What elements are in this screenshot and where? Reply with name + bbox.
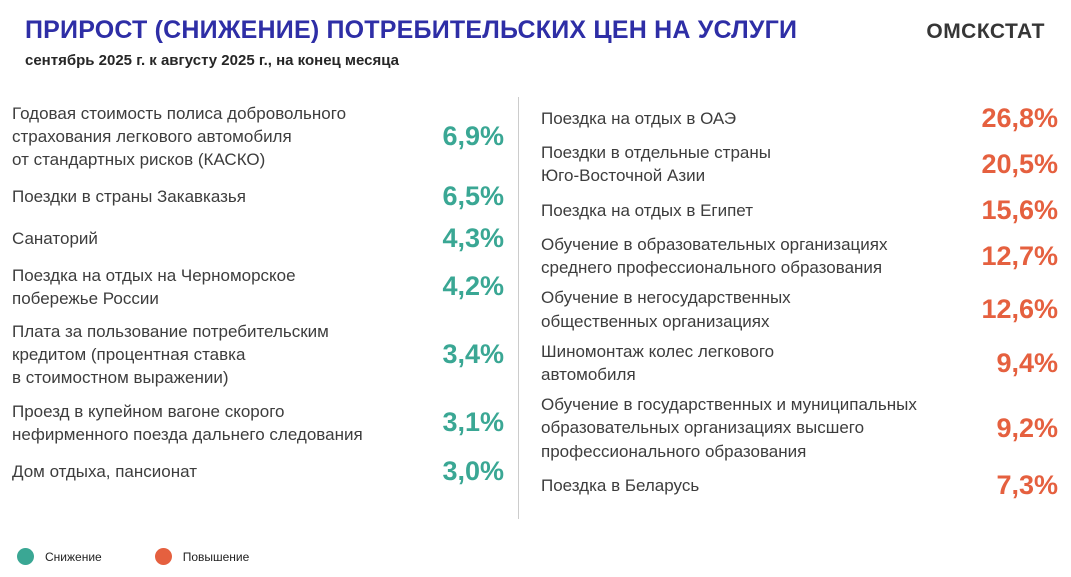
legend-label-decrease: Снижение [45,549,102,564]
service-value: 4,3% [442,222,504,253]
service-label: Обучение в государственных и муниципальн… [541,395,917,461]
service-label: Поездки в отдельные страны Юго-Восточной… [541,143,771,186]
service-label: Поездка на отдых на Черноморское побереж… [12,265,296,308]
service-row: Обучение в негосударственных общественны… [541,286,1058,332]
service-row: Обучение в государственных и муниципальн… [541,393,1058,462]
service-label: Проезд в купейном вагоне скорого нефирме… [12,401,363,444]
service-value: 12,6% [981,294,1058,325]
service-value: 7,3% [996,469,1058,500]
service-value: 4,2% [442,271,504,302]
increase-column: Поездка на отдых в ОАЭ 26,8% Поездки в о… [519,97,1071,519]
legend-item-decrease: Снижение [17,548,102,565]
service-row: Обучение в образовательных организациях … [541,233,1058,279]
service-label: Поездка на отдых в ОАЭ [541,108,737,128]
service-value: 12,7% [981,240,1058,271]
service-value: 3,0% [442,455,504,486]
service-label: Плата за пользование потребительским кре… [12,322,329,388]
service-value: 15,6% [981,194,1058,225]
decrease-dot-icon [17,548,34,565]
service-row: Плата за пользование потребительским кре… [12,320,504,389]
service-label: Дом отдыха, пансионат [12,461,197,481]
service-value: 26,8% [981,103,1058,133]
service-value: 3,4% [442,339,504,370]
service-value: 6,5% [442,181,504,212]
service-value: 3,1% [442,407,504,438]
service-row: Дом отдыха, пансионат 3,0% [12,456,504,487]
service-value: 6,9% [442,121,504,152]
service-row: Поездка на отдых в Египет 15,6% [541,195,1058,226]
service-row: Поездки в страны Закавказья 6,5% [12,181,504,212]
legend-item-increase: Повышение [154,548,250,565]
page-title: ПРИРОСТ (СНИЖЕНИЕ) ПОТРЕБИТЕЛЬСКИХ ЦЕН Н… [25,16,798,44]
service-label: Поездка в Беларусь [541,475,700,495]
content-columns: Годовая стоимость полиса добровольного с… [0,97,1071,519]
service-row: Проезд в купейном вагоне скорого нефирме… [12,400,504,446]
service-label: Санаторий [12,228,98,248]
service-row: Поездка на отдых в ОАЭ 26,8% [541,103,1058,134]
legend: Снижение Повышение [17,548,302,565]
service-label: Поездки в страны Закавказья [12,187,246,207]
service-value: 9,4% [996,347,1058,378]
service-label: Шиномонтаж колес легкового автомобиля [541,341,775,385]
service-row: Поездка в Беларусь 7,3% [541,470,1058,501]
service-row: Поездка на отдых на Черноморское побереж… [12,264,504,310]
header: ПРИРОСТ (СНИЖЕНИЕ) ПОТРЕБИТЕЛЬСКИХ ЦЕН Н… [25,16,1046,69]
omskstat-logo: ОМСКСТАТ [926,20,1045,43]
service-label: Годовая стоимость полиса добровольного с… [12,104,347,170]
service-row: Годовая стоимость полиса добровольного с… [12,102,504,171]
service-label: Обучение в образовательных организациях … [541,234,888,278]
service-value: 20,5% [981,148,1058,179]
increase-dot-icon [154,548,172,565]
service-row: Санаторий 4,3% [12,223,504,254]
decrease-column: Годовая стоимость полиса добровольного с… [0,97,519,519]
service-row: Шиномонтаж колес легкового автомобиля 9,… [541,340,1058,386]
service-label: Поездка на отдых в Египет [541,200,753,220]
legend-label-increase: Повышение [182,549,250,564]
service-row: Поездки в отдельные страны Юго-Восточной… [541,141,1058,187]
service-label: Обучение в негосударственных общественны… [541,288,791,331]
page-subtitle: сентябрь 2025 г. к августу 2025 г., на к… [25,52,400,69]
service-value: 9,2% [996,412,1058,443]
